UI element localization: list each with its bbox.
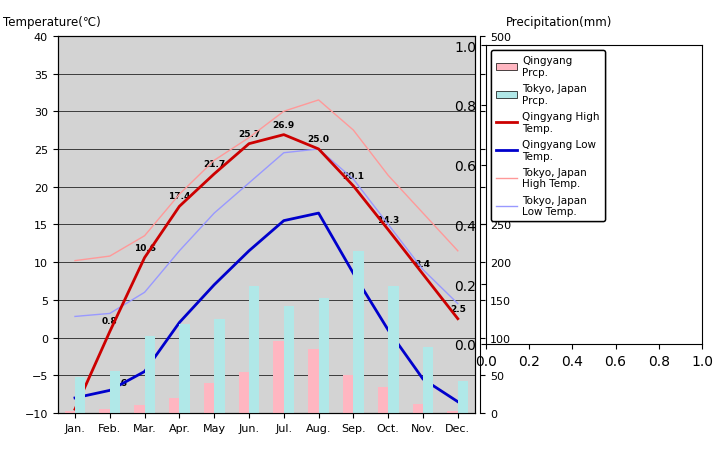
Text: 21.7: 21.7 — [203, 159, 225, 168]
Text: 14.3: 14.3 — [377, 215, 400, 224]
Text: 10.6: 10.6 — [134, 243, 156, 252]
Bar — [238, 372, 249, 413]
Bar — [169, 398, 179, 413]
Bar — [134, 406, 145, 413]
Legend: Qingyang
Prcp., Tokyo, Japan
Prcp., Qingyang High
Temp., Qingyang Low
Temp., Tok: Qingyang Prcp., Tokyo, Japan Prcp., Qing… — [491, 51, 606, 222]
Bar — [145, 336, 155, 413]
Text: 2.5: 2.5 — [450, 304, 466, 313]
Bar — [447, 411, 458, 413]
Text: 26.9: 26.9 — [273, 120, 295, 129]
Text: Precipitation(mm): Precipitation(mm) — [505, 16, 612, 29]
Text: 4.6: 4.6 — [112, 378, 127, 387]
Bar — [214, 319, 225, 413]
Text: 20.1: 20.1 — [343, 172, 364, 180]
Text: 25.7: 25.7 — [238, 129, 260, 138]
Bar — [99, 409, 109, 413]
Bar — [284, 306, 294, 413]
Text: 17.4: 17.4 — [168, 192, 191, 201]
Text: Temperature(℃): Temperature(℃) — [4, 16, 101, 29]
Bar — [388, 286, 399, 413]
Bar — [423, 347, 433, 413]
Bar — [378, 387, 388, 413]
Bar — [65, 411, 75, 413]
Text: 8.4: 8.4 — [415, 260, 431, 269]
Bar — [458, 381, 468, 413]
Bar — [75, 377, 86, 413]
Bar — [179, 324, 190, 413]
Bar — [204, 383, 214, 413]
Text: 0.8: 0.8 — [102, 317, 117, 326]
Bar — [413, 404, 423, 413]
Bar — [249, 286, 259, 413]
Bar — [109, 371, 120, 413]
Bar — [318, 299, 329, 413]
Bar — [354, 251, 364, 413]
Bar — [274, 341, 284, 413]
Bar — [343, 375, 354, 413]
Text: 25.0: 25.0 — [307, 134, 330, 144]
Bar — [308, 349, 318, 413]
